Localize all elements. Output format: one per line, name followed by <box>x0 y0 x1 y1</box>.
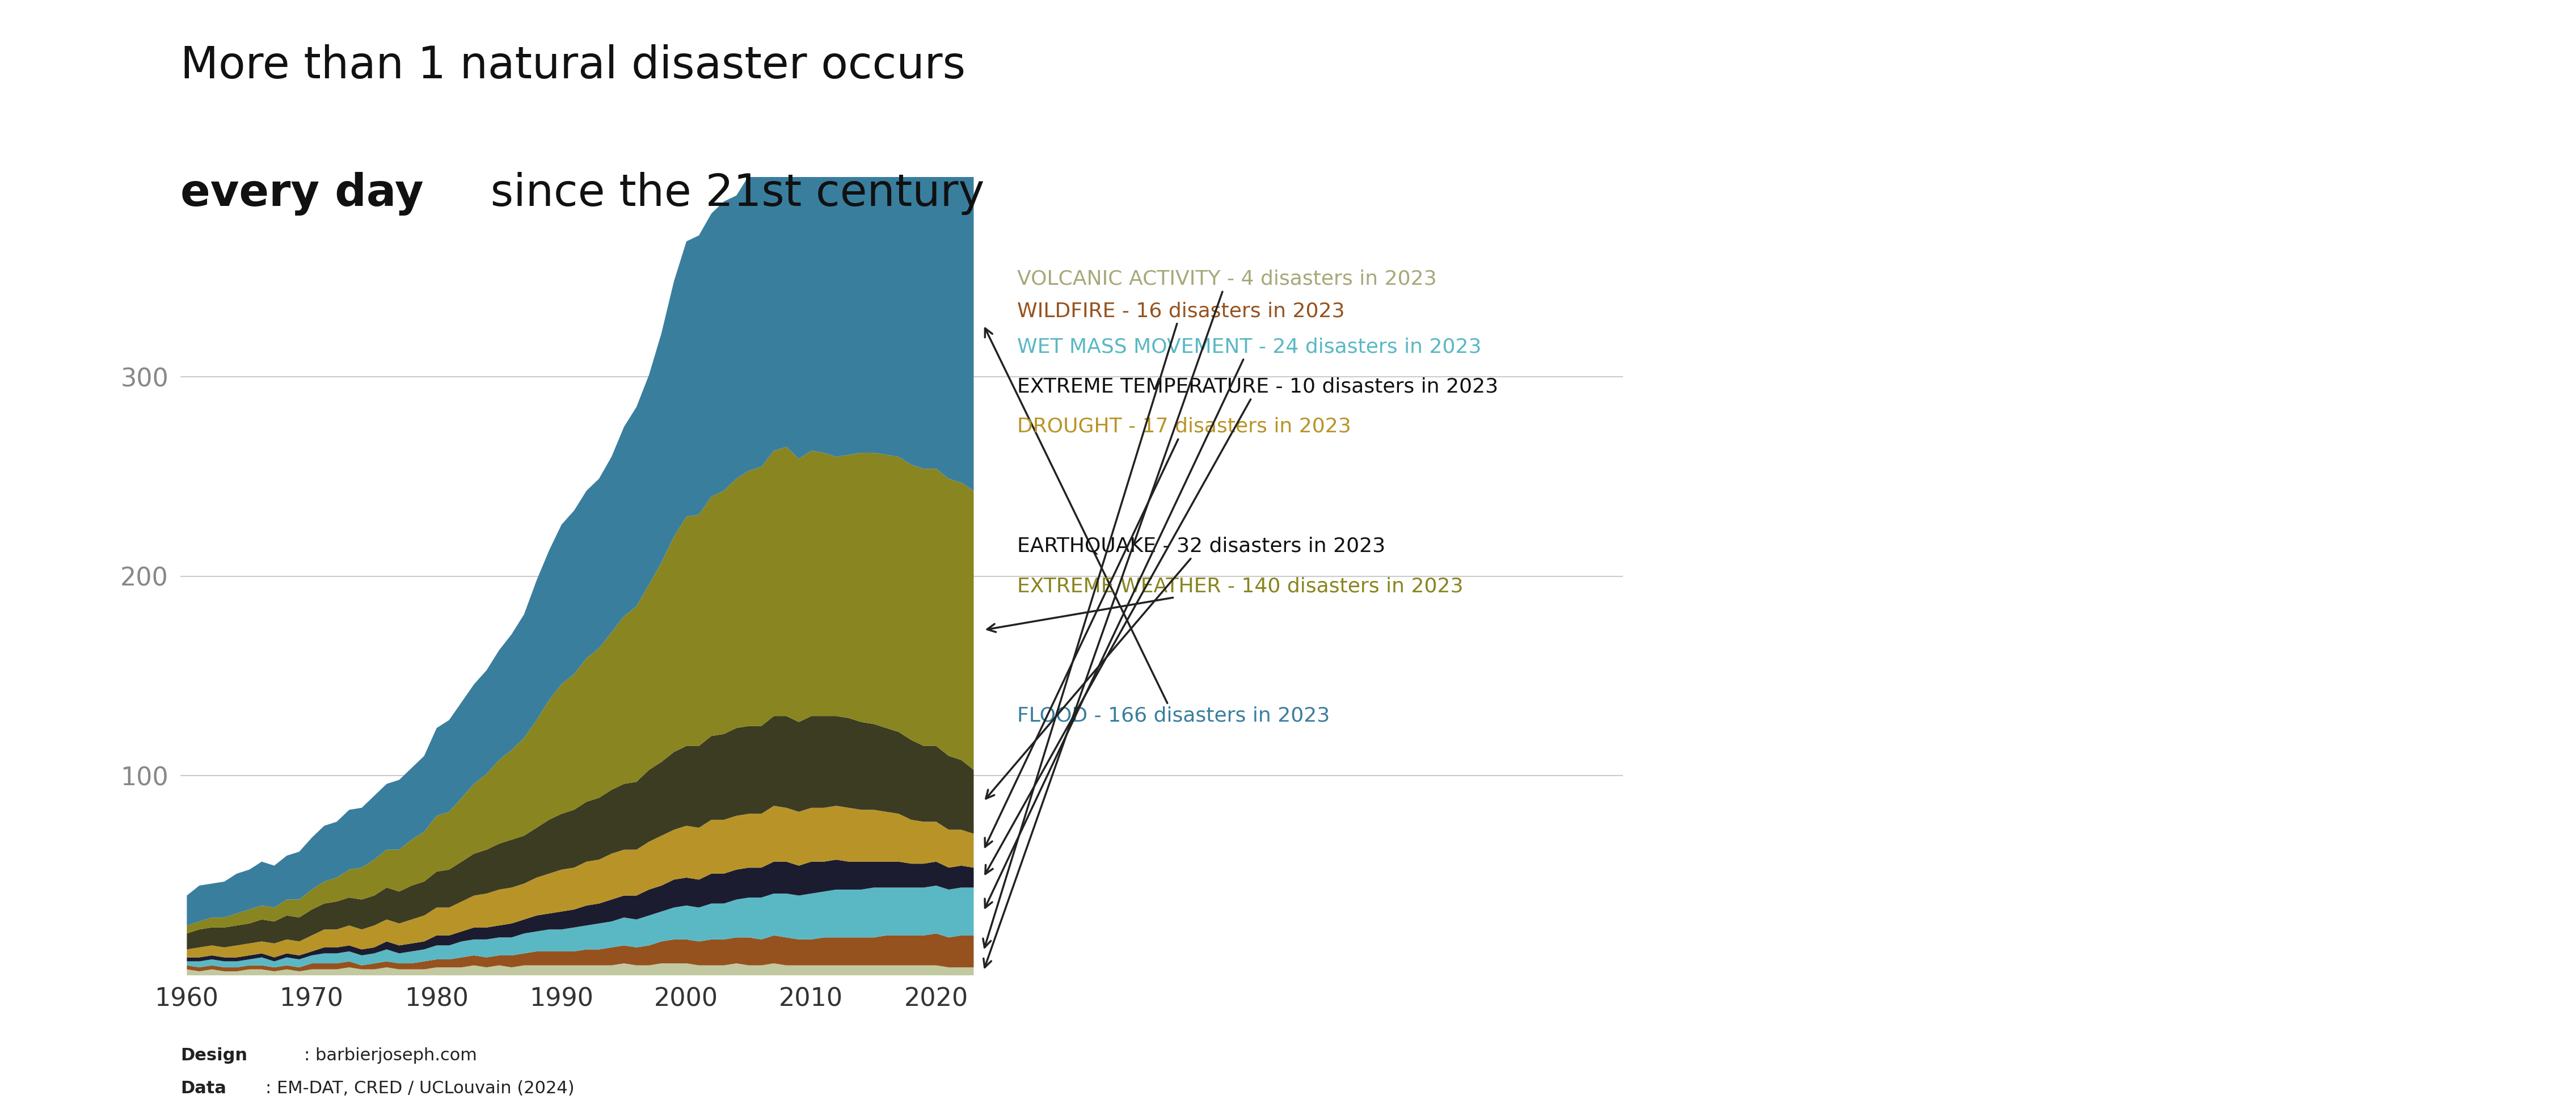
Text: : barbierjoseph.com: : barbierjoseph.com <box>304 1047 477 1064</box>
Text: Design: Design <box>180 1047 247 1064</box>
Text: WET MASS MOVEMENT - 24 disasters in 2023: WET MASS MOVEMENT - 24 disasters in 2023 <box>984 337 1481 907</box>
Text: EXTREME TEMPERATURE - 10 disasters in 2023: EXTREME TEMPERATURE - 10 disasters in 20… <box>984 377 1499 874</box>
Text: since the 21st century: since the 21st century <box>477 172 984 215</box>
Text: : EM-DAT, CRED / UCLouvain (2024): : EM-DAT, CRED / UCLouvain (2024) <box>265 1080 574 1097</box>
Text: DROUGHT - 17 disasters in 2023: DROUGHT - 17 disasters in 2023 <box>984 417 1352 847</box>
Text: VOLCANIC ACTIVITY - 4 disasters in 2023: VOLCANIC ACTIVITY - 4 disasters in 2023 <box>984 269 1437 967</box>
Text: WILDFIRE - 16 disasters in 2023: WILDFIRE - 16 disasters in 2023 <box>984 301 1345 947</box>
Text: EARTHQUAKE - 32 disasters in 2023: EARTHQUAKE - 32 disasters in 2023 <box>987 536 1386 799</box>
Text: every day: every day <box>180 172 422 215</box>
Text: Data: Data <box>180 1080 227 1097</box>
Text: FLOOD - 166 disasters in 2023: FLOOD - 166 disasters in 2023 <box>984 328 1329 726</box>
Text: More than 1 natural disaster occurs: More than 1 natural disaster occurs <box>180 44 966 88</box>
Text: EXTREME WEATHER - 140 disasters in 2023: EXTREME WEATHER - 140 disasters in 2023 <box>987 576 1463 632</box>
